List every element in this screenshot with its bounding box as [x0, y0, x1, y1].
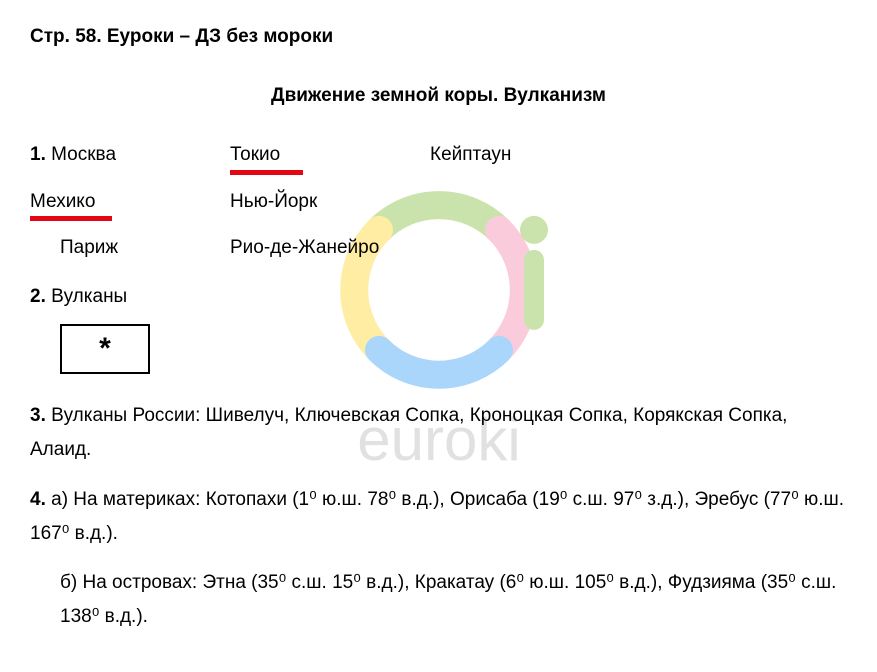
- page-header: Стр. 58. Еуроки – ДЗ без мороки: [30, 20, 847, 54]
- q1-r1-c1: 1. Москва: [30, 138, 230, 172]
- question-1: 1. Москва Токио Кейптаун Мехико Нью-Йорк…: [30, 138, 847, 265]
- q3-number: 3.: [30, 405, 46, 426]
- q2-label: Вулканы: [46, 286, 127, 307]
- city-newyork: Нью-Йорк: [230, 185, 430, 219]
- question-2: 2. Вулканы *: [30, 280, 847, 384]
- mexico-underline: [30, 216, 112, 221]
- document-content: Стр. 58. Еуроки – ДЗ без мороки Движение…: [30, 20, 847, 634]
- city-mexico-text: Мехико: [30, 191, 95, 212]
- q4b-label: б) На островах:: [60, 572, 202, 593]
- question-4: 4. а) На материках: Котопахи (1⁰ ю.ш. 78…: [30, 483, 847, 551]
- q1-number: 1.: [30, 144, 46, 165]
- city-paris: Париж: [30, 231, 230, 265]
- document-title: Движение земной коры. Вулканизм: [30, 79, 847, 113]
- city-rio: Рио-де-Жанейро: [230, 231, 480, 265]
- q4a-label: а) На материках:: [46, 489, 206, 510]
- q4-number: 4.: [30, 489, 46, 510]
- q2-number: 2.: [30, 286, 46, 307]
- asterisk-box: *: [60, 324, 150, 374]
- question-4b: б) На островах: Этна (35⁰ с.ш. 15⁰ в.д.)…: [60, 566, 847, 634]
- question-3: 3. Вулканы России: Шивелуч, Ключевская С…: [30, 399, 847, 467]
- city-capetown: Кейптаун: [430, 138, 630, 172]
- city-mexico: Мехико: [30, 185, 230, 219]
- city-tokyo: Токио: [230, 138, 430, 172]
- q3-text: Вулканы России: Шивелуч, Ключевская Сопк…: [30, 405, 787, 460]
- city-tokyo-text: Токио: [230, 144, 280, 165]
- city-moscow: Москва: [46, 144, 116, 165]
- tokyo-underline: [230, 170, 303, 175]
